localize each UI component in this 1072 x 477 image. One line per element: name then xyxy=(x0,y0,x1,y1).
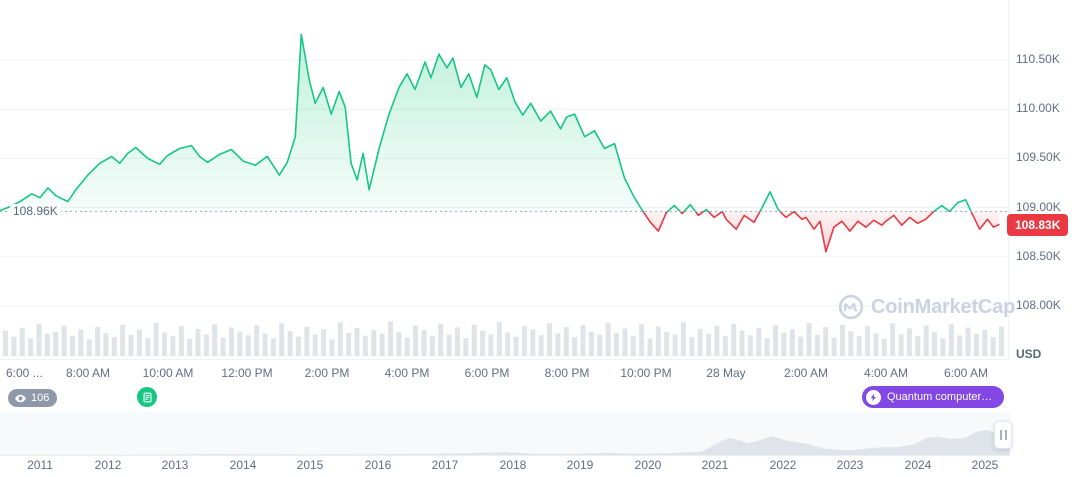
range-handle[interactable] xyxy=(994,421,1012,449)
time-tick-label: 4:00 PM xyxy=(384,366,430,380)
lightning-icon xyxy=(866,389,881,405)
year-tick-label: 2018 xyxy=(499,458,527,472)
year-tick-label: 2025 xyxy=(971,458,999,472)
year-tick-label: 2011 xyxy=(27,458,53,472)
news-headline-badge[interactable]: Quantum computer… xyxy=(862,386,1005,408)
year-tick-label: 2014 xyxy=(229,458,257,472)
year-tick-label: 2019 xyxy=(566,458,594,472)
price-line-down xyxy=(642,211,1000,253)
time-tick-label: 10:00 PM xyxy=(620,366,672,380)
price-axis: 110.50K 110.00K 109.50K 109.00K 108.50K 108.0… xyxy=(1008,0,1072,361)
news-headline-text: Quantum computer… xyxy=(887,391,993,403)
year-tick-label: 2023 xyxy=(836,458,864,472)
watchers-count: 106 xyxy=(31,392,50,404)
time-axis: 6:00 ... 8:00 AM 10:00 AM 12:00 PM 2:00 PM 4:… xyxy=(0,366,1008,382)
current-price-badge: 108.83K xyxy=(1007,214,1069,236)
time-tick-label: 8:00 AM xyxy=(65,366,111,380)
price-tick-label: 110.50K xyxy=(1016,52,1060,66)
year-tick-label: 2024 xyxy=(904,458,932,472)
price-chart-svg xyxy=(0,33,1008,360)
time-tick-label: 2:00 AM xyxy=(783,366,829,380)
date-range-navigator[interactable] xyxy=(0,412,1012,456)
time-tick-label: 10:00 AM xyxy=(142,366,194,380)
time-tick-label: 28 May xyxy=(706,366,746,380)
price-line-up xyxy=(0,33,973,212)
price-tick-label: 109.50K xyxy=(1016,150,1061,164)
time-tick-label: 12:00 PM xyxy=(221,366,273,380)
year-tick-label: 2015 xyxy=(296,458,324,472)
time-tick-label: 6:00 AM xyxy=(943,366,989,380)
time-tick-label: 6:00 ... xyxy=(6,366,43,380)
price-tick-label: 110.00K xyxy=(1016,101,1060,115)
history-area xyxy=(0,425,1010,456)
history-navigator-svg xyxy=(0,425,1010,456)
price-chart-plot[interactable]: CoinMarketCap 108.96K xyxy=(0,0,1015,360)
year-tick-label: 2012 xyxy=(94,458,122,472)
year-tick-label: 2017 xyxy=(431,458,459,472)
time-tick-label: 4:00 AM xyxy=(863,366,909,380)
year-tick-label: 2021 xyxy=(701,458,729,472)
year-tick-label: 2020 xyxy=(634,458,662,472)
news-marker[interactable] xyxy=(137,387,157,407)
time-tick-label: 6:00 PM xyxy=(464,366,510,380)
volume-bars xyxy=(3,321,1004,356)
news-icon xyxy=(143,392,151,402)
price-area-down xyxy=(0,211,1000,252)
year-tick-label: 2016 xyxy=(364,458,392,472)
year-tick-label: 2013 xyxy=(161,458,189,472)
price-tick-label: 108.00K xyxy=(1016,298,1061,312)
time-tick-label: 8:00 PM xyxy=(544,366,590,380)
baseline-price-label: 108.96K xyxy=(10,204,61,218)
price-area-up xyxy=(0,34,1000,212)
year-axis: 2011 2012 2013 2014 2015 2016 2017 2018 2019 2020… xyxy=(0,458,1010,474)
price-tick-label: 108.50K xyxy=(1016,249,1061,263)
year-tick-label: 2022 xyxy=(769,458,797,472)
price-tick-label: 109.00K xyxy=(1016,200,1061,214)
time-tick-label: 2:00 PM xyxy=(304,366,350,380)
currency-unit-label: USD xyxy=(1016,347,1042,361)
watchers-badge[interactable]: 106 xyxy=(8,389,58,407)
eye-icon xyxy=(15,394,26,402)
